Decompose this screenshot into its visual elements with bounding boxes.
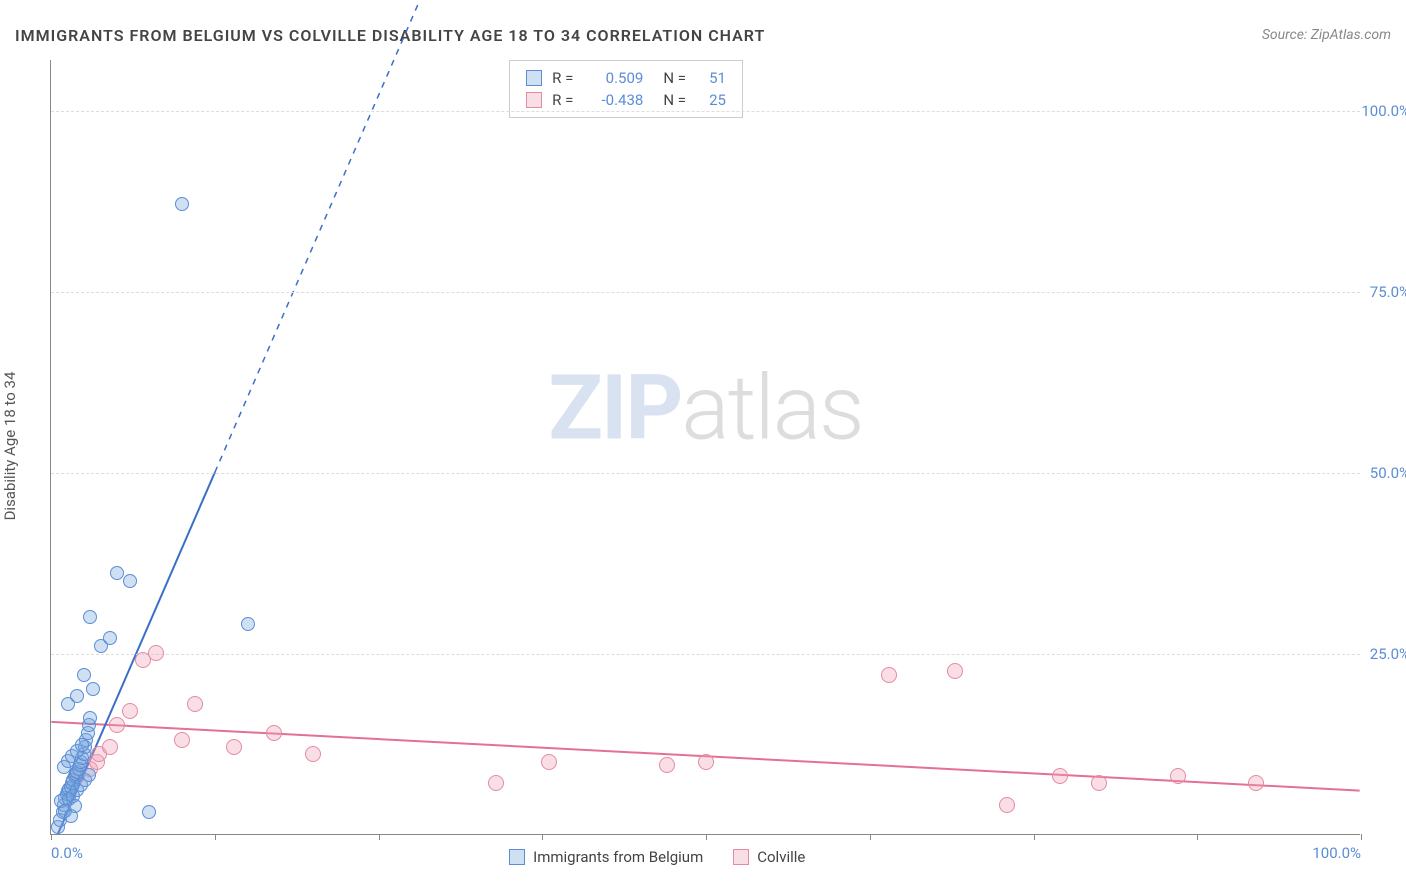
data-point-blue: [123, 574, 137, 588]
stat-n-label: N =: [663, 69, 686, 87]
trend-line: [215, 0, 457, 472]
data-point-blue: [68, 799, 82, 813]
y-tick-label: 75.0%: [1320, 283, 1406, 301]
data-point-pink: [1091, 775, 1107, 791]
data-point-pink: [488, 775, 504, 791]
y-axis-label: Disability Age 18 to 34: [1, 372, 19, 521]
source-name: ZipAtlas.com: [1311, 27, 1391, 43]
legend-item-pink: Colville: [733, 848, 805, 866]
data-point-pink: [174, 732, 190, 748]
y-tick-label: 100.0%: [1320, 102, 1406, 120]
data-point-pink: [109, 717, 125, 733]
data-point-pink: [266, 725, 282, 741]
watermark-zip: ZIP: [548, 356, 681, 461]
x-tick: [1197, 834, 1198, 840]
data-point-blue: [86, 682, 100, 696]
legend-swatch-pink: [733, 849, 749, 865]
stats-box: R = 0.509 N = 51 R = -0.438 N = 25: [509, 60, 743, 118]
data-point-pink: [305, 746, 321, 762]
stat-n-value: 25: [696, 91, 726, 109]
gridline-h: [51, 654, 1360, 655]
data-point-blue: [75, 738, 89, 752]
x-tick: [542, 834, 543, 840]
x-tick: [1361, 834, 1362, 840]
data-point-pink: [148, 645, 164, 661]
legend-item-blue: Immigrants from Belgium: [509, 848, 703, 866]
y-tick-label: 25.0%: [1320, 645, 1406, 663]
data-point-blue: [241, 617, 255, 631]
chart-header: IMMIGRANTS FROM BELGIUM VS COLVILLE DISA…: [15, 20, 1391, 50]
stats-row: R = 0.509 N = 51: [526, 67, 726, 89]
source-label: Source:: [1262, 27, 1311, 43]
data-point-blue: [110, 566, 124, 580]
data-point-pink: [999, 797, 1015, 813]
data-point-pink: [541, 754, 557, 770]
data-point-blue: [142, 805, 156, 819]
y-tick-label: 50.0%: [1320, 464, 1406, 482]
stat-n-label: N =: [663, 91, 686, 109]
stats-row: R = -0.438 N = 25: [526, 89, 726, 111]
plot-area: ZIPatlas R =0.509N =51R =-0.438N =25 Imm…: [50, 60, 1360, 835]
data-point-pink: [1052, 768, 1068, 784]
data-point-pink: [1248, 775, 1264, 791]
x-tick: [215, 834, 216, 840]
chart-title: IMMIGRANTS FROM BELGIUM VS COLVILLE DISA…: [15, 26, 765, 45]
data-point-pink: [187, 696, 203, 712]
data-point-pink: [102, 739, 118, 755]
data-point-blue: [83, 711, 97, 725]
x-tick: [870, 834, 871, 840]
data-point-blue: [82, 768, 96, 782]
x-tick: [379, 834, 380, 840]
data-point-pink: [698, 754, 714, 770]
stat-r-value: 0.509: [583, 69, 643, 87]
data-point-pink: [1170, 768, 1186, 784]
data-point-pink: [881, 667, 897, 683]
x-tick-label: 0.0%: [51, 844, 83, 862]
data-point-blue: [175, 197, 189, 211]
stat-r-value: -0.438: [583, 91, 643, 109]
stat-n-value: 51: [696, 69, 726, 87]
x-tick: [1034, 834, 1035, 840]
data-point-blue: [77, 668, 91, 682]
source-attribution: Source: ZipAtlas.com: [1262, 27, 1391, 43]
legend-label-pink: Colville: [757, 848, 805, 866]
stat-r-label: R =: [552, 69, 573, 87]
bottom-legend: Immigrants from Belgium Colville: [509, 848, 805, 866]
data-point-blue: [83, 610, 97, 624]
trend-lines: [51, 60, 1360, 834]
data-point-pink: [122, 703, 138, 719]
gridline-h: [51, 292, 1360, 293]
data-point-pink: [659, 757, 675, 773]
gridline-h: [51, 111, 1360, 112]
x-tick: [706, 834, 707, 840]
stat-r-label: R =: [552, 91, 573, 109]
data-point-blue: [70, 689, 84, 703]
gridline-h: [51, 473, 1360, 474]
data-point-pink: [947, 663, 963, 679]
x-tick: [51, 834, 52, 840]
x-tick-label: 100.0%: [1312, 844, 1361, 862]
watermark-atlas: atlas: [681, 356, 862, 461]
watermark: ZIPatlas: [548, 356, 862, 461]
legend-label-blue: Immigrants from Belgium: [533, 848, 703, 866]
stats-swatch: [526, 70, 542, 86]
data-point-pink: [226, 739, 242, 755]
data-point-blue: [103, 631, 117, 645]
stats-swatch: [526, 92, 542, 108]
legend-swatch-blue: [509, 849, 525, 865]
